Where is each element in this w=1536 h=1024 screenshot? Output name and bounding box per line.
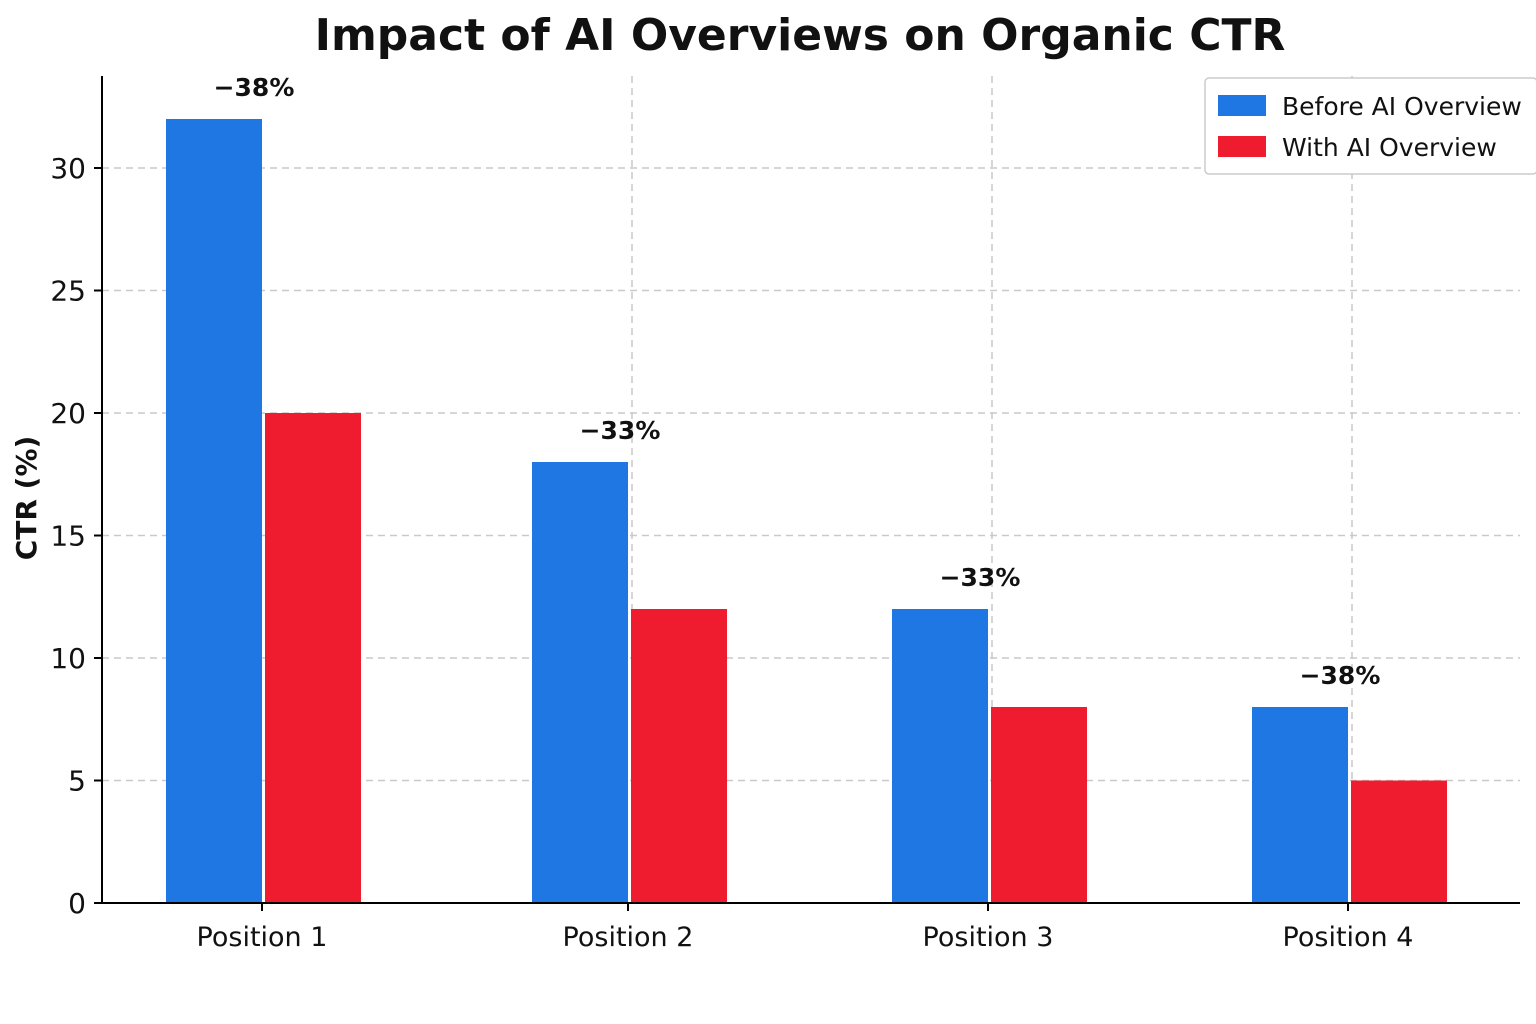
change-annotation: −33% <box>580 416 661 445</box>
change-annotation: −38% <box>214 73 295 102</box>
y-tick-label: 20 <box>50 397 86 430</box>
bar-before-ai-overview <box>892 609 988 903</box>
bar-before-ai-overview <box>1252 707 1348 903</box>
bar-with-ai-overview <box>265 413 361 903</box>
bar-with-ai-overview <box>1351 780 1447 903</box>
x-tick-label: Position 2 <box>563 922 694 953</box>
y-tick-label: 25 <box>50 275 86 308</box>
legend: Before AI Overview With AI Overview <box>1204 77 1536 175</box>
axes <box>101 76 1520 904</box>
chart-title: Impact of AI Overviews on Organic CTR <box>315 10 1286 61</box>
x-tick-labels: Position 1 Position 2 Position 3 Position 4 <box>197 903 1414 953</box>
legend-swatch-before <box>1218 95 1266 116</box>
y-tick-label: 15 <box>50 520 86 553</box>
change-annotations: −38% −33% −33% −38% <box>214 73 1381 690</box>
x-tick-label: Position 3 <box>923 922 1054 953</box>
change-annotation: −38% <box>1300 661 1381 690</box>
legend-label-before: Before AI Overview <box>1282 92 1522 121</box>
bar-before-ai-overview <box>166 119 262 903</box>
y-tick-label: 30 <box>50 152 86 185</box>
bar-before-ai-overview <box>532 462 628 903</box>
legend-swatch-with <box>1218 136 1266 157</box>
x-tick-label: Position 1 <box>197 922 328 953</box>
y-tick-label: 5 <box>68 765 86 798</box>
bars <box>166 119 1447 903</box>
y-axis-label: CTR (%) <box>10 436 43 561</box>
y-ticks: 0 5 10 15 20 25 30 <box>50 152 102 920</box>
y-tick-label: 10 <box>50 642 86 675</box>
bar-with-ai-overview <box>631 609 727 903</box>
legend-box <box>1204 77 1536 175</box>
y-tick-label: 0 <box>68 887 86 920</box>
legend-label-with: With AI Overview <box>1282 133 1497 162</box>
bar-with-ai-overview <box>991 707 1087 903</box>
x-tick-label: Position 4 <box>1283 922 1414 953</box>
change-annotation: −33% <box>940 563 1021 592</box>
